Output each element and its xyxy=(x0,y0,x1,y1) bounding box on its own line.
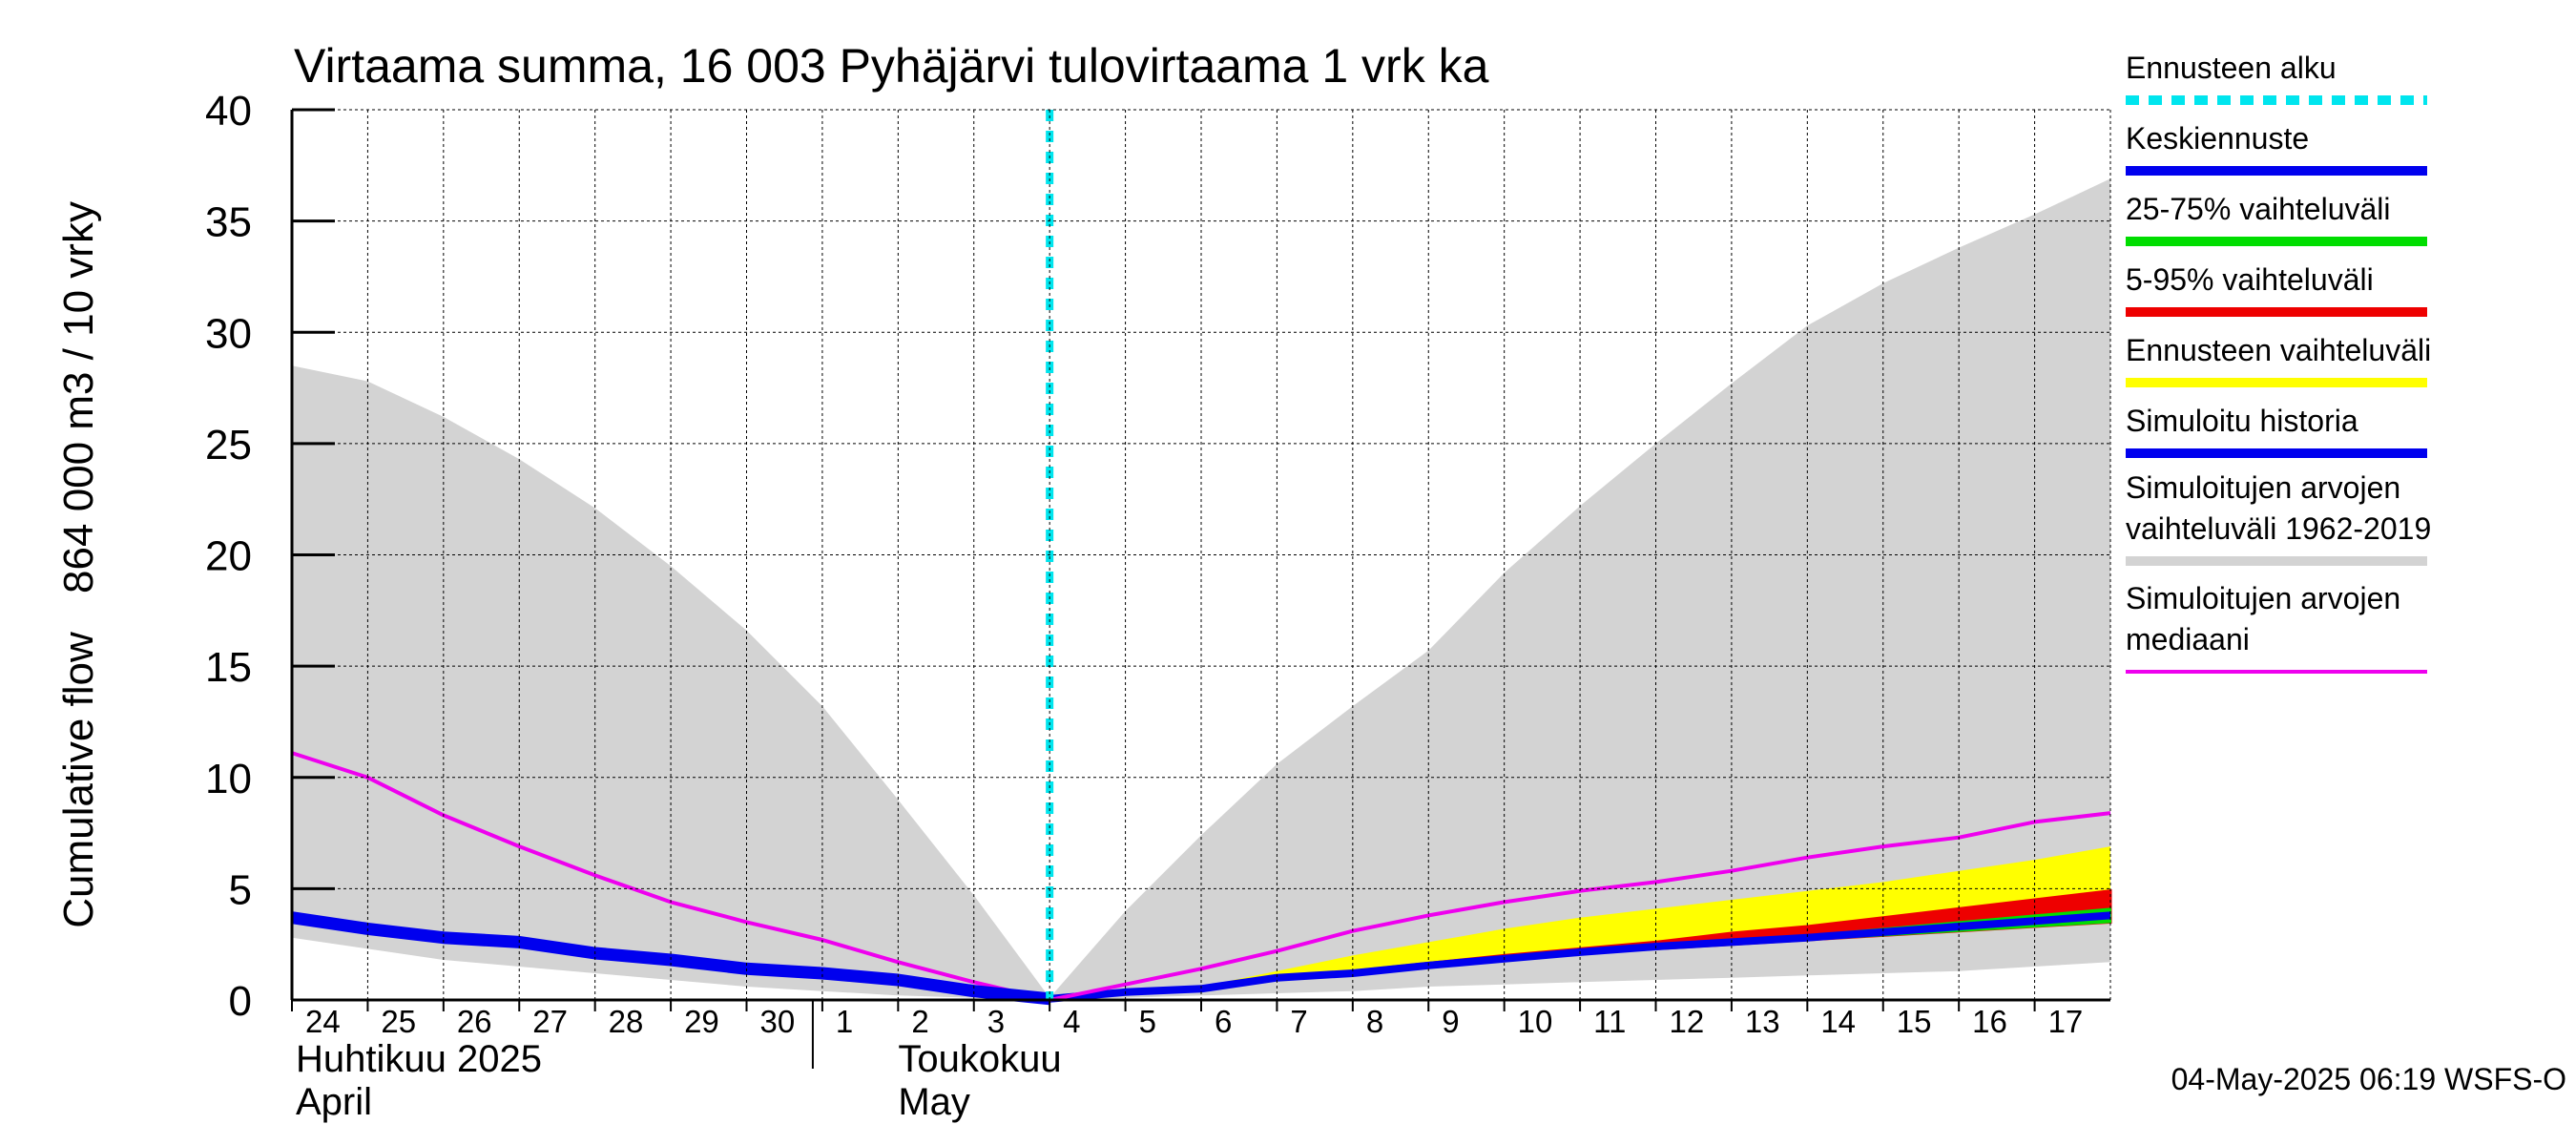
legend-label: 5-95% vaihteluväli xyxy=(2126,262,2374,297)
y-tick-label: 40 xyxy=(205,88,252,135)
x-tick-label: 17 xyxy=(2048,1004,2084,1039)
x-tick-label: 25 xyxy=(381,1004,416,1039)
x-tick-label: 4 xyxy=(1063,1004,1080,1039)
simulated-history-line xyxy=(291,911,1050,1006)
x-tick-label: 10 xyxy=(1518,1004,1553,1039)
y-tick-label: 10 xyxy=(205,756,252,802)
legend-label: Keskiennuste xyxy=(2126,121,2309,156)
month-label: Toukokuu xyxy=(898,1038,1061,1080)
x-tick-label: 27 xyxy=(532,1004,568,1039)
y-tick-label: 35 xyxy=(205,199,252,246)
y-tick-label: 20 xyxy=(205,533,252,580)
y-tick-label: 5 xyxy=(229,866,252,913)
x-tick-label: 26 xyxy=(457,1004,492,1039)
month-label: Huhtikuu 2025 xyxy=(296,1038,542,1080)
x-tick-label: 8 xyxy=(1366,1004,1383,1039)
legend-label: Ennusteen vaihteluväli xyxy=(2126,333,2431,367)
legend-label: Simuloitujen arvojen xyxy=(2126,470,2400,505)
legend-label: 25-75% vaihteluväli xyxy=(2126,192,2391,226)
legend-label: Simuloitujen arvojen xyxy=(2126,581,2400,615)
x-tick-label: 29 xyxy=(684,1004,719,1039)
x-tick-label: 6 xyxy=(1215,1004,1232,1039)
y-tick-label: 30 xyxy=(205,310,252,357)
y-tick-label: 25 xyxy=(205,422,252,468)
x-tick-label: 5 xyxy=(1139,1004,1156,1039)
forecast-range-band xyxy=(1049,846,2110,999)
legend: Ennusteen alku Keskiennuste 25-75% vaihtel… xyxy=(2126,51,2431,674)
y-tick-label: 15 xyxy=(205,644,252,691)
x-tick-label: 11 xyxy=(1593,1004,1626,1039)
x-tick-label: 13 xyxy=(1745,1004,1780,1039)
x-tick-label: 14 xyxy=(1820,1004,1856,1039)
y-axis-label-line: Cumulative flow xyxy=(55,632,102,928)
timestamp: 04-May-2025 06:19 WSFS-O xyxy=(2171,1062,2566,1096)
chart-title: Virtaama summa, 16 003 Pyhäjärvi tulovir… xyxy=(294,39,1489,93)
month-label: May xyxy=(898,1081,970,1123)
x-tick-label: 15 xyxy=(1897,1004,1932,1039)
x-tick-label: 1 xyxy=(836,1004,853,1039)
x-tick-label: 28 xyxy=(609,1004,644,1039)
x-tick-label: 16 xyxy=(1972,1004,2007,1039)
x-tick-label: 7 xyxy=(1290,1004,1307,1039)
x-tick-label: 30 xyxy=(760,1004,796,1039)
x-tick-label: 9 xyxy=(1442,1004,1459,1039)
x-tick-label: 12 xyxy=(1670,1004,1705,1039)
x-tick-label: 3 xyxy=(987,1004,1005,1039)
legend-label: Ennusteen alku xyxy=(2126,51,2337,85)
historical-range-band xyxy=(292,178,2110,1001)
y-axis-label-line: 864 000 m3 / 10 vrky xyxy=(55,201,102,593)
x-tick-label: 2 xyxy=(911,1004,928,1039)
month-label: April xyxy=(296,1081,372,1123)
legend-label: mediaani xyxy=(2126,622,2250,656)
x-tick-label: 24 xyxy=(305,1004,341,1039)
y-tick-label: 0 xyxy=(229,978,252,1025)
legend-label: Simuloitu historia xyxy=(2126,404,2358,438)
legend-label: vaihteluväli 1962-2019 xyxy=(2126,511,2431,546)
